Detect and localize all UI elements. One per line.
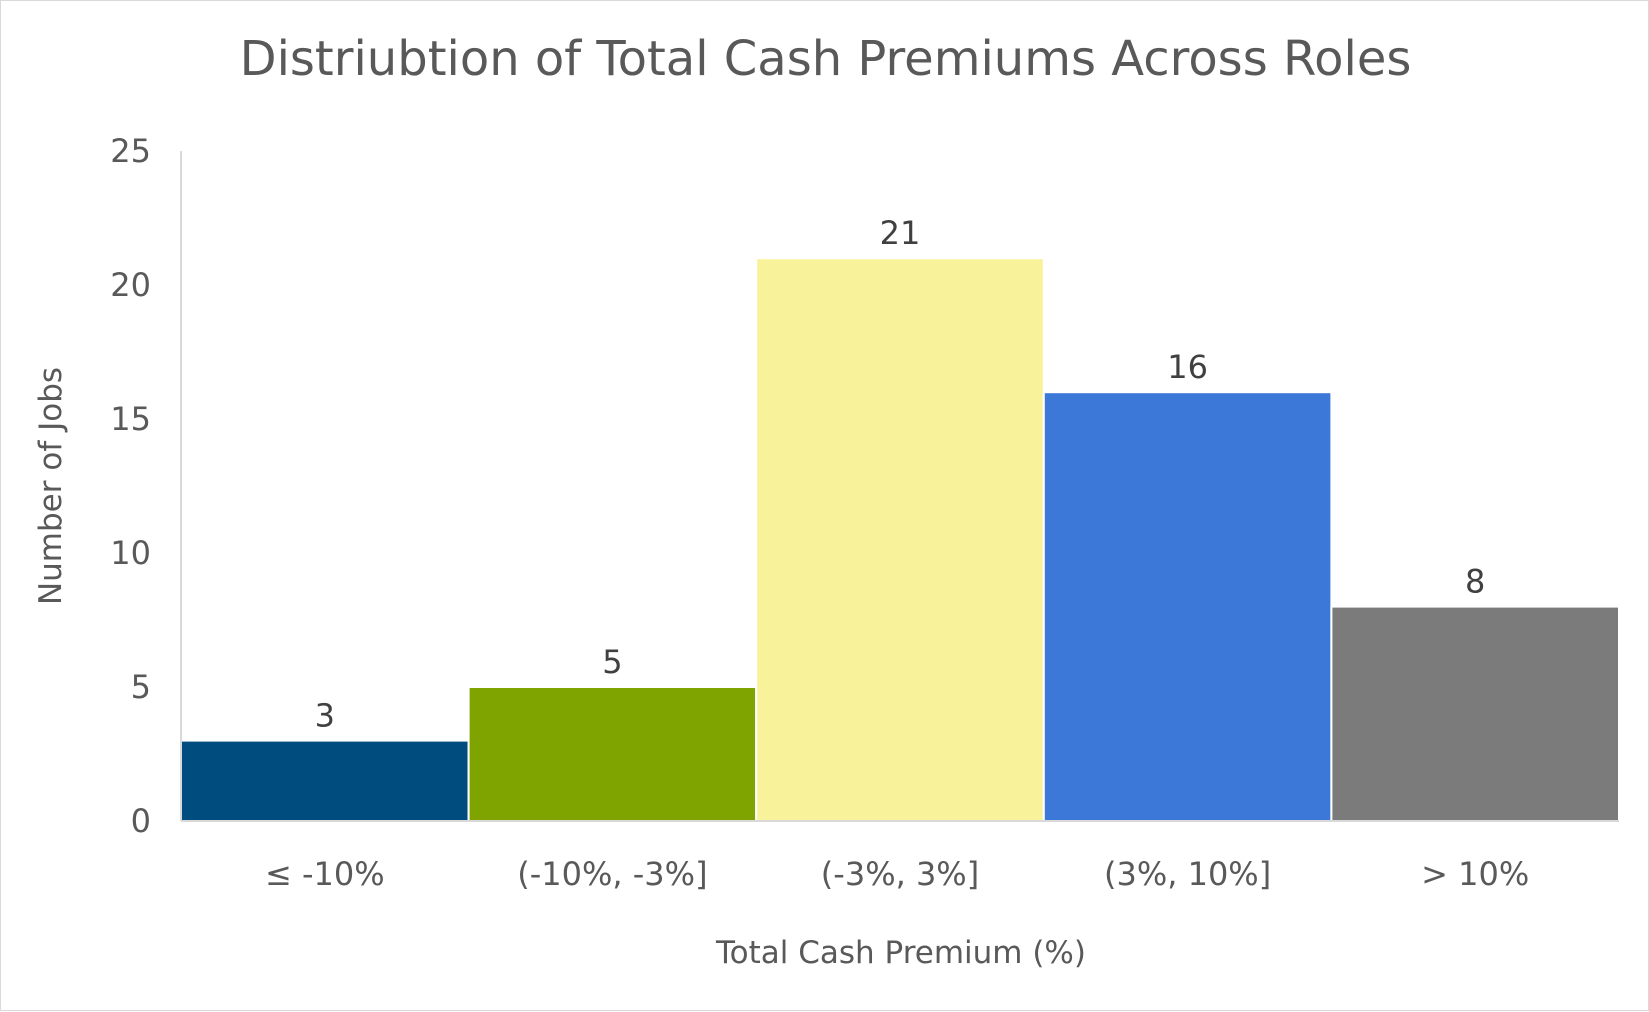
data-label: 5 <box>602 643 622 681</box>
bar <box>180 739 470 822</box>
bar <box>467 686 758 822</box>
y-axis-ticks: 0 5 10 15 20 25 <box>110 132 151 840</box>
chart-title: Distriubtion of Total Cash Premiums Acro… <box>239 31 1412 87</box>
y-tick-label: 0 <box>131 802 151 840</box>
y-axis-label: Number of Jobs <box>33 367 69 605</box>
x-tick-label: ≤ -10% <box>265 855 385 893</box>
x-tick-label: (3%, 10%] <box>1104 855 1271 893</box>
y-tick-label: 25 <box>110 132 151 170</box>
bar <box>1042 391 1333 822</box>
x-axis-label: Total Cash Premium (%) <box>715 935 1086 971</box>
data-label: 21 <box>880 214 921 252</box>
x-axis-ticks: ≤ -10% (-10%, -3%] (-3%, 3%] (3%, 10%] > 10% <box>265 855 1529 893</box>
bar <box>1330 605 1621 822</box>
y-tick-label: 20 <box>110 266 151 304</box>
bar <box>755 257 1045 822</box>
y-tick-label: 15 <box>110 400 151 438</box>
y-tick-label: 5 <box>131 668 151 706</box>
data-label: 8 <box>1465 563 1485 601</box>
x-tick-label: (-3%, 3%] <box>821 855 979 893</box>
data-label: 3 <box>315 697 335 735</box>
bars: 3 5 21 16 8 <box>180 214 1621 822</box>
x-tick-label: > 10% <box>1421 855 1529 893</box>
y-tick-label: 10 <box>110 534 151 572</box>
x-tick-label: (-10%, -3%] <box>517 855 707 893</box>
data-label: 16 <box>1167 348 1208 386</box>
